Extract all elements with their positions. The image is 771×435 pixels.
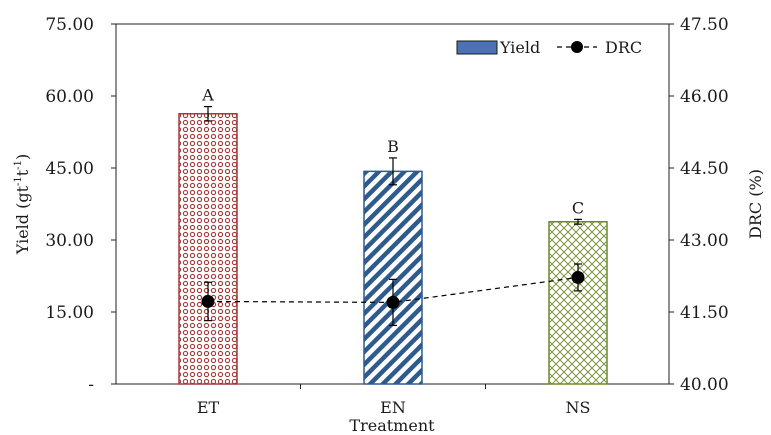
- right-tick-label: 47.50: [680, 15, 729, 35]
- left-axis: - 15.00 30.00 45.00 60.00 75.00: [45, 15, 116, 395]
- legend-label-yield: Yield: [499, 38, 540, 57]
- y-right-axis-title: DRC (%): [746, 169, 765, 239]
- right-tick-label: 46.00: [680, 87, 729, 107]
- left-tick-label: 75.00: [45, 15, 94, 35]
- legend-marker-drc: [571, 41, 583, 53]
- drc-line: [207, 276, 579, 304]
- bar-NS: [548, 221, 608, 385]
- x-tick-label: EN: [380, 398, 406, 417]
- significance-letter: B: [387, 137, 399, 156]
- left-tick-label: 30.00: [45, 231, 94, 251]
- legend-label-drc: DRC: [605, 38, 642, 57]
- right-tick-label: 41.50: [680, 303, 729, 323]
- left-tick-label: 45.00: [45, 159, 94, 179]
- right-axis: 40.00 41.50 43.00 44.50 46.00 47.50: [669, 15, 729, 395]
- x-tick-label: NS: [566, 398, 591, 417]
- x-axis-title: Treatment: [349, 416, 435, 435]
- y-left-axis-title: Yield (gt-1t-1): [13, 154, 32, 255]
- left-tick-label: 15.00: [45, 303, 94, 323]
- bar-series: A B C: [178, 86, 608, 385]
- x-tick-label: ET: [197, 398, 220, 417]
- left-tick-label: 60.00: [45, 87, 94, 107]
- drc-point: [571, 270, 585, 284]
- bar-EN: [363, 170, 423, 385]
- left-tick-label: -: [88, 375, 94, 395]
- significance-letter: A: [201, 86, 214, 105]
- bar-ET: [178, 113, 238, 385]
- right-tick-label: 44.50: [680, 159, 729, 179]
- x-axis: ET EN NS: [197, 384, 591, 417]
- right-tick-label: 40.00: [680, 375, 729, 395]
- drc-point: [386, 295, 400, 309]
- drc-point: [201, 294, 215, 308]
- right-tick-label: 43.00: [680, 231, 729, 251]
- legend: Yield DRC: [456, 38, 642, 57]
- drc-series: [201, 263, 585, 327]
- legend-swatch-yield: [456, 40, 498, 55]
- significance-letter: C: [572, 198, 584, 217]
